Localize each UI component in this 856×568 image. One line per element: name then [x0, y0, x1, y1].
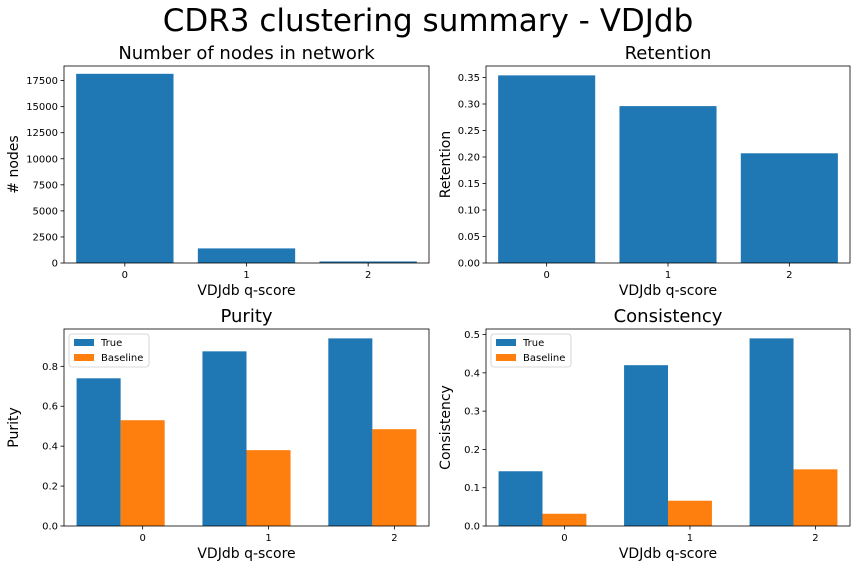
x-tick-label: 1 — [665, 270, 671, 281]
y-tick-label: 0.6 — [42, 402, 58, 413]
legend-swatch-baseline — [74, 354, 94, 361]
x-axis-label: VDJdb q-score — [619, 546, 717, 562]
panel-consistency: 0 1 2 0.0 0.1 0.2 0.3 0.4 0.5 Consistency VDJdb q-… — [438, 306, 851, 562]
axes-frame — [63, 328, 430, 527]
x-tick-label: 1 — [687, 533, 693, 544]
x-tick-label: 0 — [561, 533, 567, 544]
y-tick-label: 0.3 — [464, 407, 480, 418]
y-axis-label: Consistency — [438, 385, 454, 470]
bar-baseline-2 — [793, 469, 838, 526]
axes-frame — [485, 328, 851, 527]
bar-true-0 — [498, 471, 543, 526]
y-tick-label: 0.20 — [458, 153, 480, 164]
bar-baseline-1 — [668, 500, 712, 526]
bar-true-2 — [328, 338, 373, 526]
y-axis-label: Retention — [438, 131, 454, 199]
legend-label-true: True — [522, 338, 544, 349]
y-tick-label: 2500 — [33, 232, 58, 243]
x-axis-label: VDJdb q-score — [197, 283, 295, 299]
y-tick-label: 0 — [52, 259, 58, 270]
bar-true-0 — [76, 378, 121, 526]
y-tick-label: 5000 — [33, 206, 58, 217]
y-tick-label: 12500 — [26, 128, 58, 139]
x-tick-label: 1 — [265, 533, 271, 544]
bar-baseline-1 — [246, 450, 291, 526]
bar-1 — [619, 106, 717, 264]
legend-swatch-true — [74, 339, 94, 346]
bar-baseline-0 — [120, 420, 165, 526]
bar-true-2 — [749, 338, 794, 526]
y-tick-label: 10000 — [26, 154, 58, 165]
chart-title: Retention — [625, 43, 712, 64]
legend-swatch-baseline — [496, 354, 516, 361]
y-tick-label: 0.00 — [458, 259, 480, 270]
y-tick-label: 17500 — [26, 76, 58, 87]
y-tick-label: 0.5 — [464, 330, 480, 341]
y-tick-label: 0.15 — [458, 179, 480, 190]
x-tick-label: 0 — [543, 270, 549, 281]
y-tick-label: 0.35 — [458, 73, 480, 84]
x-tick-label: 1 — [243, 270, 249, 281]
y-axis-label: # nodes — [6, 135, 22, 193]
bar-baseline-2 — [372, 429, 417, 526]
figure-title: CDR3 clustering summary - VDJdb — [162, 3, 694, 39]
y-tick-label: 0.10 — [458, 206, 480, 217]
y-tick-label: 0.0 — [42, 522, 58, 533]
bar-true-1 — [624, 365, 668, 526]
bar-2 — [319, 261, 417, 263]
x-tick-label: 0 — [122, 270, 128, 281]
panel-retention: 0 1 2 0.00 0.05 0.10 0.15 0.20 0.25 0.30 0.35 Reten… — [438, 43, 851, 299]
y-tick-label: 0.8 — [42, 362, 58, 373]
y-tick-label: 0.25 — [458, 126, 480, 137]
x-tick-label: 0 — [139, 533, 145, 544]
bar-2 — [740, 153, 838, 263]
x-tick-label: 2 — [391, 533, 397, 544]
chart-title: Purity — [220, 306, 272, 327]
x-tick-label: 2 — [812, 533, 818, 544]
y-tick-label: 0.4 — [464, 368, 480, 379]
legend: True Baseline — [68, 333, 150, 368]
panel-purity: 0 1 2 0.0 0.2 0.4 0.6 0.8 Purity VDJdb q-score Pur… — [6, 306, 430, 562]
y-tick-label: 0.30 — [458, 100, 480, 111]
x-tick-label: 2 — [365, 270, 371, 281]
bar-0 — [76, 73, 174, 263]
y-tick-label: 0.2 — [464, 445, 480, 456]
panel-nodes: 0 1 2 0 2500 5000 7500 10000 12500 15000 17500 Numb… — [6, 43, 430, 299]
chart-title: Number of nodes in network — [118, 43, 375, 64]
y-tick-label: 0.05 — [458, 232, 480, 243]
y-tick-label: 0.4 — [42, 442, 58, 453]
legend: True Baseline — [490, 333, 572, 368]
legend-label-baseline: Baseline — [101, 353, 143, 364]
bar-1 — [197, 248, 296, 263]
bar-true-1 — [202, 351, 247, 526]
y-axis-label: Purity — [6, 407, 22, 448]
x-tick-label: 2 — [786, 270, 792, 281]
legend-label-true: True — [100, 338, 122, 349]
x-axis-label: VDJdb q-score — [619, 283, 717, 299]
x-axis-label: VDJdb q-score — [197, 546, 295, 562]
chart-title: Consistency — [614, 306, 723, 327]
y-tick-label: 0.1 — [464, 483, 480, 494]
y-tick-label: 7500 — [33, 180, 58, 191]
bar-baseline-0 — [542, 513, 587, 526]
y-tick-label: 15000 — [26, 102, 58, 113]
legend-label-baseline: Baseline — [523, 353, 565, 364]
y-tick-label: 0.2 — [42, 482, 58, 493]
y-tick-label: 0.0 — [464, 522, 480, 533]
bar-0 — [498, 75, 596, 263]
legend-swatch-true — [496, 339, 516, 346]
